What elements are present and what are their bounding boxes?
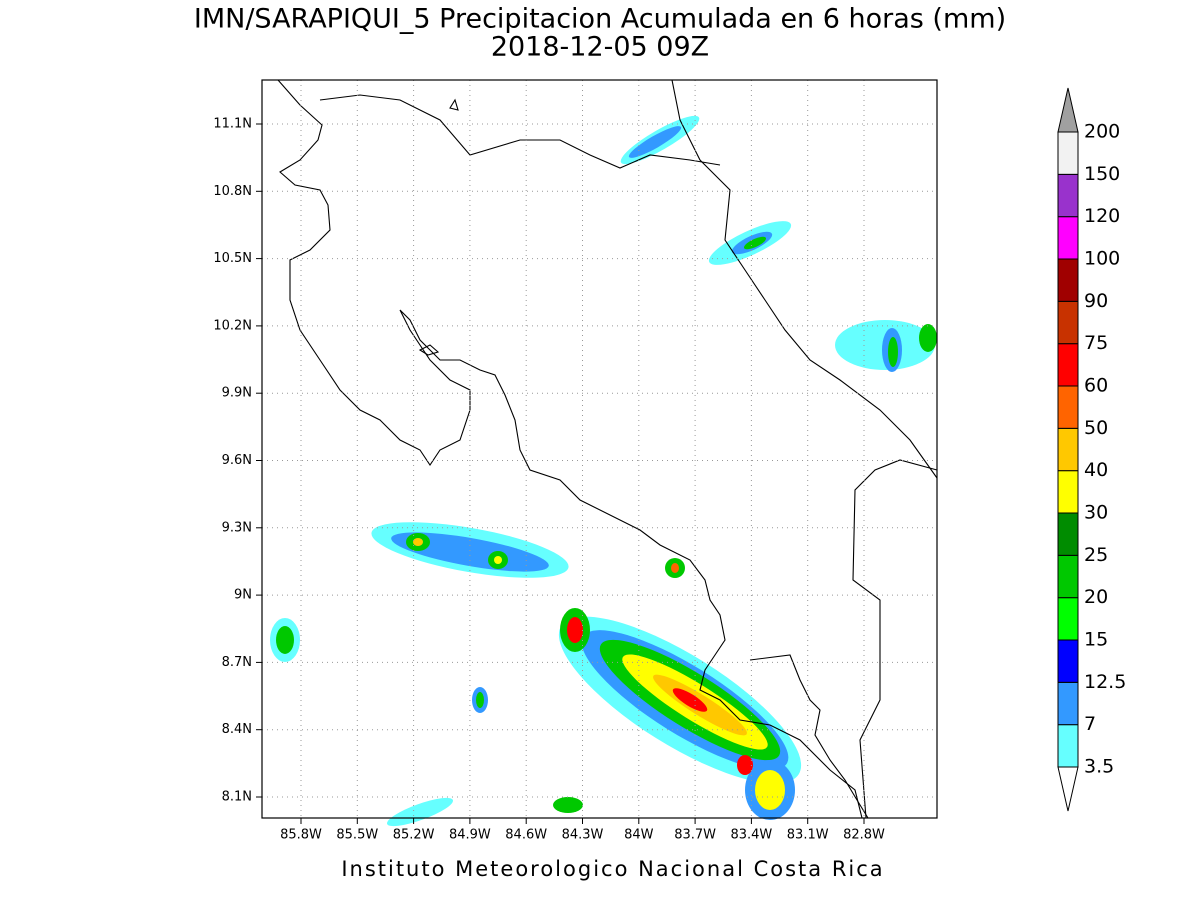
colorbar-label: 75: [1084, 332, 1108, 354]
colorbar-box: [1057, 597, 1079, 641]
y-tick-label: 10.2N: [213, 318, 252, 333]
colorbar-box: [1057, 512, 1079, 556]
grid: [256, 80, 937, 824]
colorbar-over: [1057, 87, 1079, 133]
colorbar-label: 150: [1084, 163, 1120, 185]
colorbar-label: 15: [1084, 629, 1108, 651]
y-tick-label: 8.1N: [222, 790, 252, 805]
x-tick-label: 82.8W: [843, 828, 885, 843]
colorbar-label: 3.5: [1084, 756, 1114, 778]
y-tick-label: 9.6N: [222, 453, 252, 468]
colorbar-under: [1057, 766, 1079, 812]
colorbar-label: 120: [1084, 205, 1120, 227]
x-tick-label: 84.3W: [562, 828, 604, 843]
colorbar-box: [1057, 131, 1079, 175]
y-tick-label: 8.4N: [222, 722, 252, 737]
colorbar-label: 100: [1084, 248, 1120, 270]
colorbar-box: [1057, 300, 1079, 345]
colorbar-label: 90: [1084, 290, 1108, 312]
colorbar-label: 200: [1084, 121, 1120, 143]
colorbar-label: 12.5: [1084, 671, 1126, 693]
colorbar-label: 7: [1084, 713, 1096, 735]
y-tick-label: 9.3N: [222, 520, 252, 535]
x-tick-label: 83.7W: [674, 828, 716, 843]
coastlines: [277, 79, 938, 819]
map-frame: [261, 79, 938, 819]
footer: Instituto Meteorologico Nacional Costa R…: [341, 857, 884, 881]
colorbar-box: [1057, 343, 1079, 387]
precipitation-field: [270, 115, 937, 827]
colorbar-box: [1057, 724, 1079, 768]
colorbar-box: [1057, 681, 1079, 726]
x-tick-label: 84W: [624, 828, 654, 843]
colorbar-box: [1057, 258, 1079, 302]
x-tick-label: 83.1W: [787, 828, 829, 843]
colorbar-label: 30: [1084, 502, 1108, 524]
colorbar-box: [1057, 470, 1079, 514]
y-tick-label: 9N: [234, 588, 252, 603]
colorbar-box: [1057, 427, 1079, 472]
colorbar-label: 60: [1084, 375, 1108, 397]
y-tick-label: 8.7N: [222, 655, 252, 670]
colorbar-label: 25: [1084, 544, 1108, 566]
colorbar-box: [1057, 216, 1079, 260]
subtitle: 2018-12-05 09Z: [491, 32, 709, 63]
colorbar-box: [1057, 173, 1079, 218]
colorbar-label: 40: [1084, 459, 1108, 481]
x-tick-label: 84.9W: [449, 828, 491, 843]
x-tick-label: 85.5W: [336, 828, 378, 843]
y-tick-label: 11.1N: [213, 117, 252, 132]
colorbar-label: 20: [1084, 586, 1108, 608]
colorbar-box: [1057, 385, 1079, 429]
x-tick-label: 84.6W: [505, 828, 547, 843]
colorbar-box: [1057, 639, 1079, 683]
y-tick-label: 9.9N: [222, 386, 252, 401]
x-tick-label: 85.8W: [280, 828, 322, 843]
y-tick-label: 10.8N: [213, 184, 252, 199]
colorbar-label: 50: [1084, 417, 1108, 439]
title: IMN/SARAPIQUI_5 Precipitacion Acumulada …: [194, 4, 1006, 35]
y-tick-label: 10.5N: [213, 251, 252, 266]
colorbar: 3.5 7 12.5 15 20 25 30 40 50 60 75 90 100 120 150 200: [1057, 87, 1126, 812]
x-tick-label: 83.4W: [730, 828, 772, 843]
colorbar-box: [1057, 554, 1079, 599]
x-tick-label: 85.2W: [393, 828, 435, 843]
